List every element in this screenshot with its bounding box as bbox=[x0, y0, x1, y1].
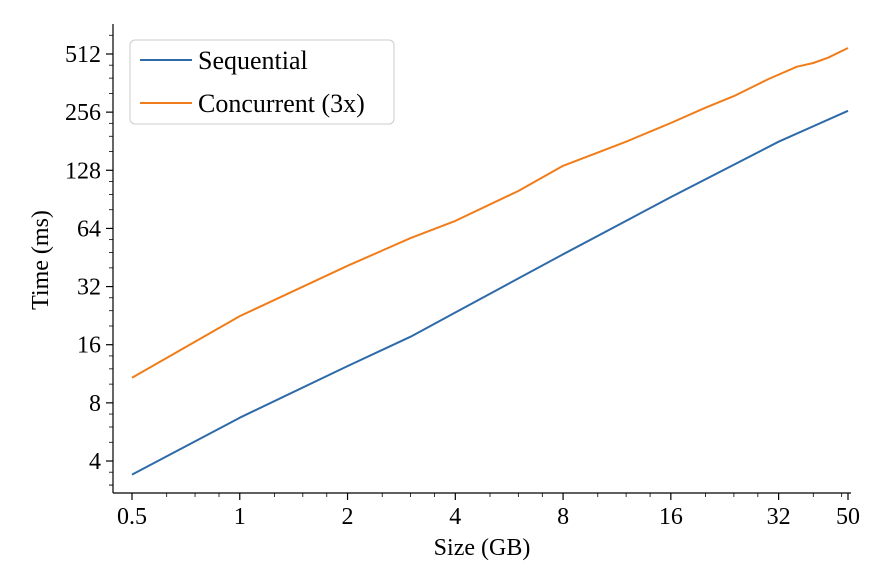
y-axis-label: Time (ms) bbox=[28, 210, 54, 310]
x-tick-label: 0.5 bbox=[117, 504, 147, 530]
x-tick-label: 1 bbox=[234, 504, 246, 530]
y-minor-ticks bbox=[109, 34, 113, 486]
x-tick-label: 50 bbox=[836, 504, 860, 530]
x-tick-label: 8 bbox=[557, 504, 569, 530]
legend-label-sequential: Sequential bbox=[198, 46, 308, 75]
series-lines bbox=[131, 47, 849, 476]
legend: Sequential Concurrent (3x) bbox=[129, 39, 395, 125]
y-ticks: 4 8 16 32 64 128 256 512 bbox=[65, 42, 113, 475]
y-tick-label: 8 bbox=[89, 391, 101, 417]
y-tick-label: 32 bbox=[77, 275, 101, 301]
y-tick-label: 512 bbox=[65, 42, 101, 68]
series-line-sequential bbox=[131, 109, 849, 476]
y-tick-label: 256 bbox=[65, 100, 101, 126]
x-tick-label: 4 bbox=[449, 504, 461, 530]
y-tick-label: 128 bbox=[65, 158, 101, 184]
y-tick-label: 64 bbox=[77, 216, 101, 242]
x-tick-label: 32 bbox=[767, 504, 791, 530]
x-tick-label: 2 bbox=[342, 504, 354, 530]
x-minor-ticks bbox=[166, 493, 843, 497]
x-axis-label: Size (GB) bbox=[434, 535, 531, 561]
y-tick-label: 16 bbox=[77, 333, 101, 359]
x-tick-label: 16 bbox=[659, 504, 683, 530]
legend-label-concurrent: Concurrent (3x) bbox=[198, 89, 365, 118]
x-ticks: 0.5 1 2 4 8 16 32 50 bbox=[117, 493, 860, 530]
legend-box bbox=[129, 39, 395, 125]
y-tick-label: 4 bbox=[89, 449, 101, 475]
series-line-concurrent-3x bbox=[131, 47, 849, 379]
